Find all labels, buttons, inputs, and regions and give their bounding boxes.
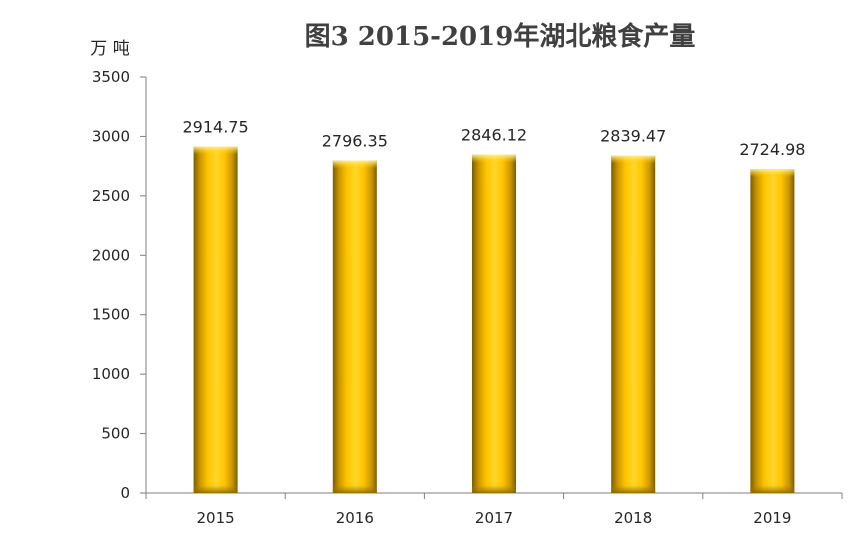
bar xyxy=(472,154,516,493)
x-tick-label: 2019 xyxy=(753,509,791,527)
y-tick-label: 1500 xyxy=(92,306,130,324)
x-axis-tick-labels: 2015 2016 2017 2018 2019 xyxy=(197,509,792,527)
y-tick-label: 2500 xyxy=(92,187,130,205)
x-tick-label: 2017 xyxy=(475,509,513,527)
axes xyxy=(140,76,843,499)
y-axis-unit-label: 万 吨 xyxy=(90,39,129,59)
y-tick-label: 3000 xyxy=(92,127,130,145)
y-tick-label: 500 xyxy=(101,425,130,443)
y-tick-label: 3500 xyxy=(92,68,130,86)
y-tick-label: 1000 xyxy=(92,365,130,383)
bar-value-label: 2796.35 xyxy=(322,132,388,151)
x-tick-label: 2018 xyxy=(614,509,652,527)
bars xyxy=(193,146,795,493)
x-tick-label: 2015 xyxy=(197,509,235,527)
data-labels: 2914.75 2796.35 2846.12 2839.47 2724.98 xyxy=(183,118,806,160)
y-tick-label: 2000 xyxy=(92,246,130,264)
bar-value-label: 2914.75 xyxy=(183,118,249,137)
bar-value-label: 2846.12 xyxy=(461,126,527,145)
bar xyxy=(611,155,656,493)
bar-value-label: 2724.98 xyxy=(739,140,805,159)
y-axis-tick-labels: 0 500 1000 1500 2000 2500 3000 3500 xyxy=(92,68,130,502)
bar-value-label: 2839.47 xyxy=(600,127,666,146)
chart-title: 图3 2015-2019年湖北粮食产量 xyxy=(305,21,696,52)
bar xyxy=(193,146,238,493)
y-tick-label: 0 xyxy=(120,484,130,502)
bar xyxy=(750,169,795,493)
bar xyxy=(332,160,377,493)
x-tick-label: 2016 xyxy=(336,509,374,527)
